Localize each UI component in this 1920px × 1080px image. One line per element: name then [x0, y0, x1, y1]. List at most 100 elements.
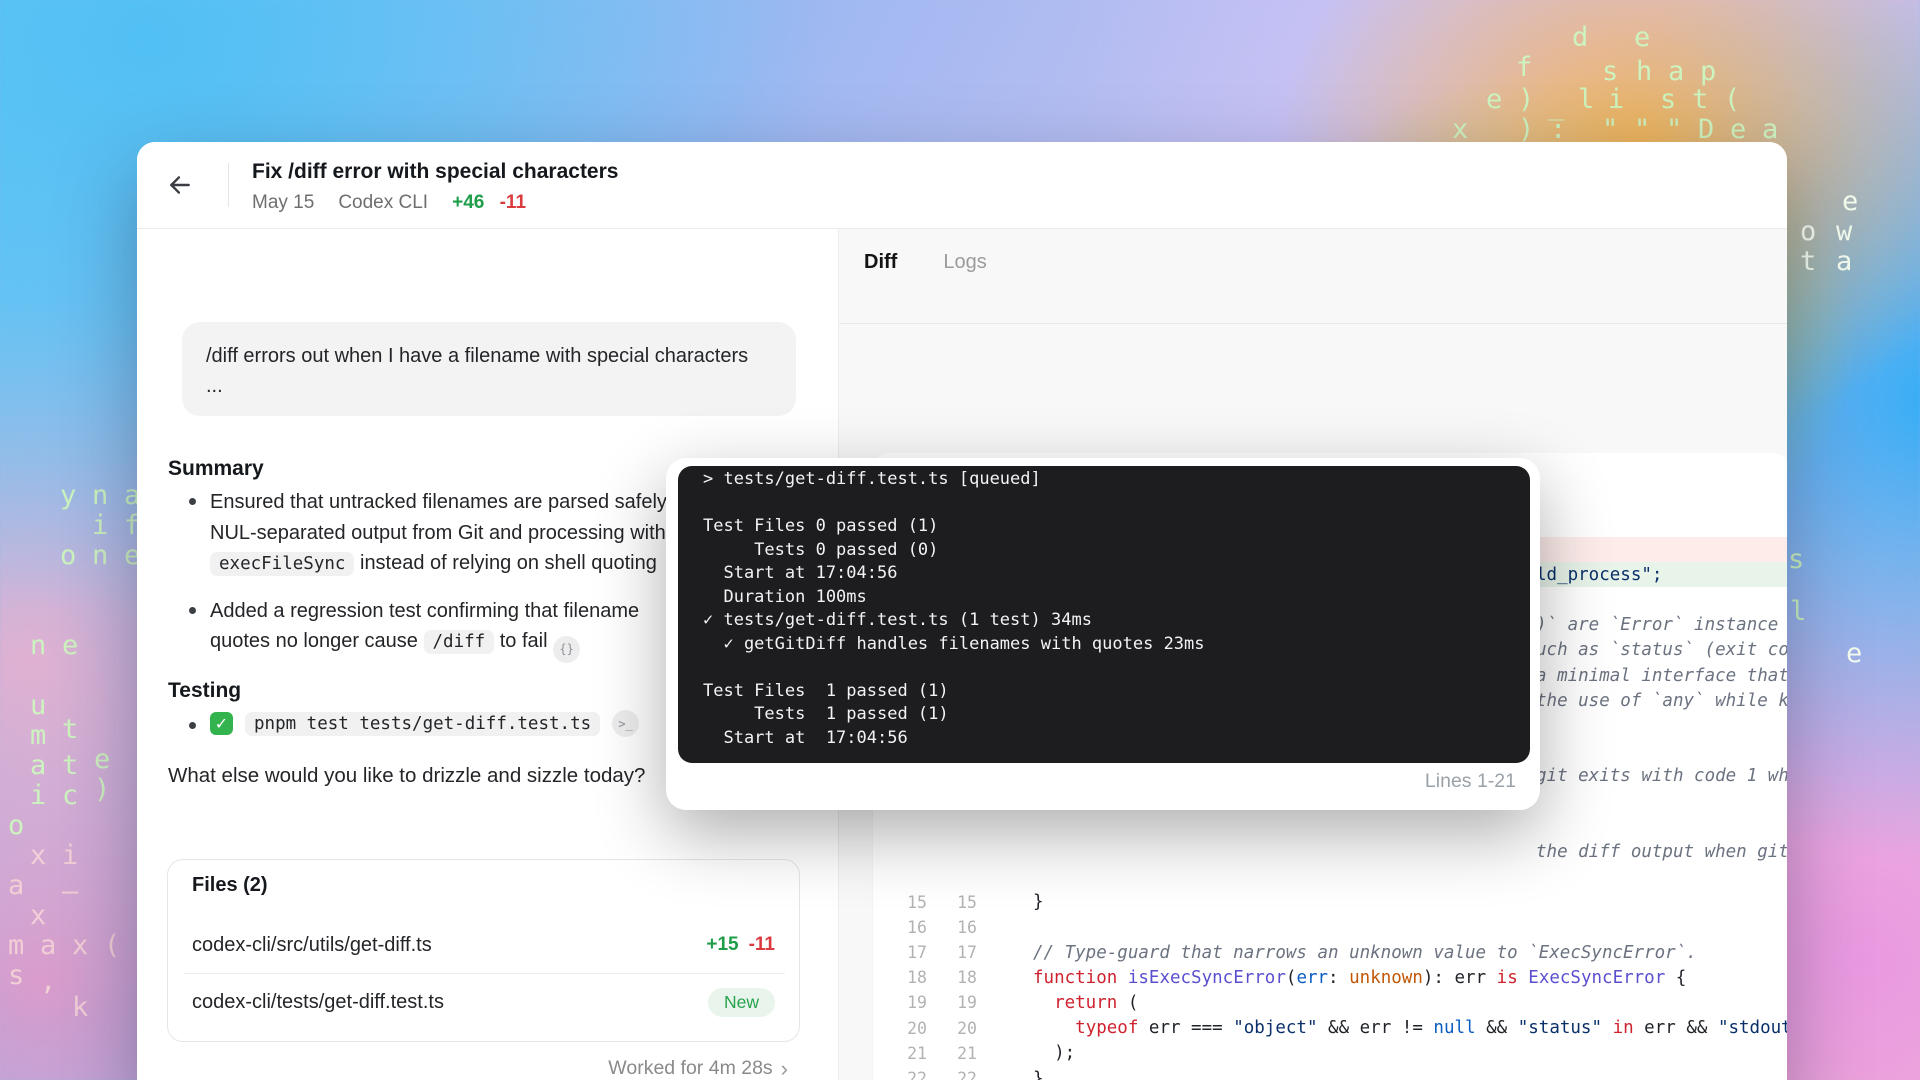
background-letter: p	[1700, 56, 1717, 87]
task-date: May 15	[252, 192, 315, 213]
file-meta: New	[707, 987, 775, 1017]
prompt-text: /diff errors out when I have a filename …	[206, 345, 749, 367]
additions-count: +46	[452, 192, 485, 213]
diff-row	[873, 864, 1787, 889]
code-line: typeof err === "object" && err != null &…	[1033, 1018, 1787, 1038]
code-token: typeof	[1075, 1018, 1139, 1039]
background-letter: t	[1800, 246, 1817, 277]
inline-code-pill: execFileSync	[210, 552, 355, 576]
code-token: uch as `status` (exit co	[1536, 640, 1787, 661]
code-token: ld_process";	[1536, 564, 1663, 585]
bullet-line: Added a regression test confirming that …	[210, 596, 797, 627]
code-token: the use of `any` while k	[1536, 690, 1787, 711]
file-row[interactable]: codex-cli/tests/get-diff.test.ts New	[168, 974, 799, 1030]
background-letter: i	[1608, 84, 1625, 115]
code-token: null	[1433, 1018, 1476, 1039]
bullet-line: NUL-separated output from Git and proces…	[210, 518, 797, 549]
diff-row: 17 17// Type-guard that narrows an unknow…	[873, 940, 1787, 965]
code-token: (	[1117, 992, 1139, 1013]
background-letter: D	[1698, 114, 1715, 145]
terminal-chip-icon[interactable]: >_	[612, 710, 640, 737]
diff-row: git exits with code 1 wh	[873, 764, 1787, 789]
background-letter: e	[94, 744, 111, 775]
test-command-pill: pnpm test tests/get-diff.test.ts	[245, 711, 601, 736]
terminal-line: Start at 17:04:56	[703, 727, 908, 748]
terminal-line: Start at 17:04:56	[703, 563, 898, 583]
line-number: 18	[907, 968, 927, 988]
background-letter: x	[30, 900, 47, 931]
bullet-lines: Added a regression test confirming that …	[210, 596, 797, 663]
background-letter: —	[62, 876, 79, 907]
background-letter: "	[1634, 114, 1651, 145]
bullet-line: Ensured that untracked filenames are par…	[210, 487, 797, 518]
diff-row: the use of `any` while k	[873, 688, 1787, 713]
background-letter: s	[1788, 544, 1805, 575]
background-letter: f	[1516, 52, 1533, 83]
summary-bullet: Ensured that untracked filenames are par…	[137, 487, 797, 580]
code-token	[1033, 1018, 1075, 1038]
terminal-lines-range: Lines 1-21	[1424, 770, 1516, 792]
window-header: Fix /diff error with special characters …	[137, 142, 1787, 228]
code-token: "stdout	[1717, 1018, 1787, 1039]
citation-chip-icon[interactable]: {}	[553, 635, 581, 663]
background-letter: n	[92, 480, 109, 511]
line-number-gutter	[873, 864, 989, 889]
background-letter: n	[30, 630, 47, 661]
code-token: function	[1033, 967, 1118, 988]
terminal-line: ✓ tests/get-diff.test.ts (1 test) 34ms	[703, 610, 1092, 630]
diff-row: a minimal interface that	[873, 663, 1787, 688]
diff-row	[873, 814, 1787, 839]
bullet-dot	[189, 722, 196, 729]
line-number: 15	[957, 892, 977, 912]
new-file-badge: New	[707, 987, 775, 1017]
background-letter: e	[1634, 22, 1651, 53]
line-number: 20	[957, 1018, 977, 1038]
code-token: // Type-guard that narrows an unknown va…	[1033, 942, 1697, 963]
line-number: 22	[957, 1069, 977, 1080]
background-letter: m	[8, 930, 25, 961]
background-letter: _	[1548, 90, 1565, 121]
background-letter: t	[62, 714, 79, 745]
background-letter: a	[124, 480, 141, 511]
worked-duration-link[interactable]: Worked for 4m 28s ›	[608, 1057, 788, 1080]
file-meta: +15 -11	[706, 934, 775, 956]
background-letter: )	[1518, 114, 1535, 145]
background-letter: s	[1602, 56, 1619, 87]
background-letter: e	[62, 630, 79, 661]
testing-item: ✓ pnpm test tests/get-diff.test.ts >_	[189, 710, 640, 737]
code-token: a minimal interface that	[1536, 665, 1787, 686]
code-token: git exits with code 1 wh	[1536, 766, 1787, 787]
code-token: )` are `Error` instance	[1536, 615, 1779, 636]
diff-row: 18 18 function isExecSyncError(err: unknow…	[873, 965, 1787, 990]
line-number-gutter: 20 20	[873, 1016, 989, 1041]
tab-logs[interactable]: Logs	[943, 251, 987, 273]
bullet-line: quotes no longer cause /diff to fail {}	[210, 626, 797, 663]
panel-tabs: Diff Logs	[864, 251, 987, 274]
code-token: return	[1054, 992, 1118, 1013]
header-divider	[137, 228, 1787, 229]
line-number-gutter: 16 16	[873, 915, 989, 940]
bullet-dot	[189, 606, 196, 614]
bullet-text: Added a regression test confirming that …	[210, 599, 640, 622]
file-row[interactable]: codex-cli/src/utils/get-diff.ts +15 -11	[168, 917, 799, 973]
back-button[interactable]	[161, 166, 199, 204]
line-number-gutter: 21 21	[873, 1041, 989, 1066]
line-number-gutter: 18 18	[873, 965, 989, 990]
task-meta: May 15 Codex CLI +46 -11	[252, 192, 526, 214]
check-passed-icon: ✓	[210, 712, 233, 735]
code-line: function isExecSyncError(err: unknown): …	[1033, 968, 1686, 988]
background-letter: l	[1578, 84, 1595, 115]
file-deletions: -11	[748, 934, 775, 955]
terminal-line: Tests 0 passed (0)	[703, 539, 939, 560]
background-letter: e	[1842, 186, 1859, 217]
code-token: "object"	[1233, 1018, 1318, 1039]
background-letter: x	[30, 840, 47, 871]
line-number: 15	[907, 892, 927, 912]
task-title: Fix /diff error with special characters	[252, 160, 619, 183]
line-number: 17	[957, 943, 977, 963]
tab-diff[interactable]: Diff	[864, 251, 898, 273]
terminal-line: Tests 1 passed (1)	[703, 704, 949, 724]
worked-duration-label: Worked for 4m 28s	[608, 1057, 773, 1079]
bullet-text: NUL-separated output from Git and proces…	[210, 521, 666, 544]
background-letter: m	[30, 720, 47, 751]
